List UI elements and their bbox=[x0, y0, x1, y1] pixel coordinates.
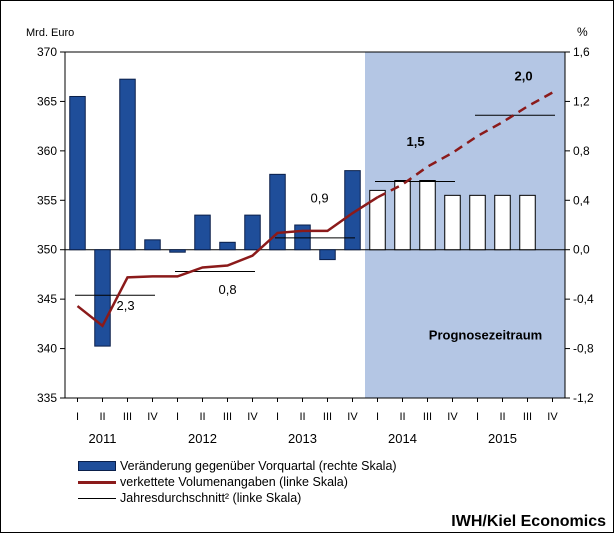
right-axis-tick-label: -1,2 bbox=[573, 391, 594, 405]
bar bbox=[519, 194, 536, 251]
quarter-label: IV bbox=[247, 411, 258, 423]
year-label: 2012 bbox=[188, 431, 217, 446]
left-axis-unit: Mrd. Euro bbox=[26, 27, 74, 39]
bar bbox=[494, 194, 511, 251]
quarter-label: IV bbox=[547, 411, 558, 423]
bar bbox=[119, 78, 136, 251]
quarter-label: III bbox=[323, 411, 332, 423]
volume-line-forecast bbox=[376, 91, 554, 199]
quarter-label: II bbox=[299, 411, 305, 423]
bar bbox=[369, 189, 386, 251]
legend-item-line: verkettete Volumenangaben (linke Skala) bbox=[78, 474, 397, 490]
right-axis-tick-label: -0,8 bbox=[573, 342, 594, 356]
bar bbox=[469, 194, 486, 251]
right-axis-tick-label: -0,4 bbox=[573, 292, 594, 306]
right-axis-unit: % bbox=[577, 25, 588, 39]
legend-item-annual: Jahresdurchschnitt² (linke Skala) bbox=[78, 490, 397, 506]
volume-line bbox=[76, 196, 379, 328]
quarter-label: III bbox=[223, 411, 232, 423]
quarter-label: II bbox=[99, 411, 105, 423]
bar bbox=[194, 214, 211, 251]
right-axis-tick-label: 0,8 bbox=[573, 144, 590, 158]
bar bbox=[94, 249, 111, 347]
left-axis-tick-label: 370 bbox=[37, 45, 57, 59]
annual-growth-label: 2,0 bbox=[515, 69, 533, 84]
quarter-label: IV bbox=[347, 411, 358, 423]
year-label: 2011 bbox=[89, 431, 117, 446]
source-note: IWH/Kiel Economics bbox=[451, 513, 606, 530]
bar bbox=[419, 180, 436, 251]
legend-swatch-annual bbox=[78, 497, 116, 499]
forecast-label: Prognosezeitraum bbox=[429, 328, 542, 343]
legend: Veränderung gegenüber Vorquartal (rechte… bbox=[78, 458, 397, 506]
legend-swatch-bars bbox=[78, 461, 116, 471]
bar bbox=[69, 95, 86, 251]
left-axis-tick-label: 340 bbox=[37, 342, 57, 356]
legend-label-line: verkettete Volumenangaben (linke Skala) bbox=[120, 475, 348, 489]
quarter-label: IV bbox=[447, 411, 458, 423]
quarter-label: I bbox=[276, 411, 279, 423]
quarter-label: I bbox=[476, 411, 479, 423]
quarter-label: II bbox=[199, 411, 205, 423]
bar bbox=[444, 194, 461, 251]
quarter-label: IV bbox=[147, 411, 158, 423]
annual-growth-label: 1,5 bbox=[407, 134, 425, 149]
plot-area bbox=[64, 51, 566, 399]
bar bbox=[169, 249, 186, 253]
quarter-label: III bbox=[423, 411, 432, 423]
left-axis-tick-label: 365 bbox=[37, 94, 57, 108]
left-axis-tick-label: 350 bbox=[37, 243, 57, 257]
quarter-label: III bbox=[123, 411, 132, 423]
left-axis-tick-label: 360 bbox=[37, 144, 57, 158]
legend-item-bars: Veränderung gegenüber Vorquartal (rechte… bbox=[78, 458, 397, 474]
right-axis-tick-label: 1,2 bbox=[573, 94, 590, 108]
left-axis-tick-label: 355 bbox=[37, 193, 57, 207]
bar bbox=[394, 180, 411, 251]
left-axis-tick-label: 345 bbox=[37, 292, 57, 306]
year-label: 2014 bbox=[388, 431, 417, 446]
legend-label-annual: Jahresdurchschnitt² (linke Skala) bbox=[120, 491, 302, 505]
bar bbox=[144, 239, 161, 251]
right-axis-tick-label: 1,6 bbox=[573, 45, 590, 59]
legend-swatch-line bbox=[78, 480, 116, 484]
annual-growth-label: 2,3 bbox=[117, 298, 135, 313]
quarter-label: I bbox=[176, 411, 179, 423]
annual-growth-label: 0,8 bbox=[219, 282, 237, 297]
year-label: 2013 bbox=[288, 431, 317, 446]
quarter-label: II bbox=[499, 411, 505, 423]
bar bbox=[269, 173, 286, 251]
bar bbox=[344, 170, 361, 251]
quarter-label: I bbox=[376, 411, 379, 423]
quarter-label: III bbox=[523, 411, 532, 423]
right-axis-tick-label: 0,0 bbox=[573, 243, 590, 257]
right-axis-tick-label: 0,4 bbox=[573, 193, 590, 207]
legend-label-bars: Veränderung gegenüber Vorquartal (rechte… bbox=[120, 459, 397, 473]
bar bbox=[219, 241, 236, 251]
quarter-label: I bbox=[76, 411, 79, 423]
annual-growth-label: 0,9 bbox=[311, 190, 329, 205]
left-axis-tick-label: 335 bbox=[37, 391, 57, 405]
bar bbox=[319, 249, 336, 261]
quarter-label: II bbox=[399, 411, 405, 423]
bar bbox=[244, 214, 261, 251]
year-label: 2015 bbox=[488, 431, 517, 446]
